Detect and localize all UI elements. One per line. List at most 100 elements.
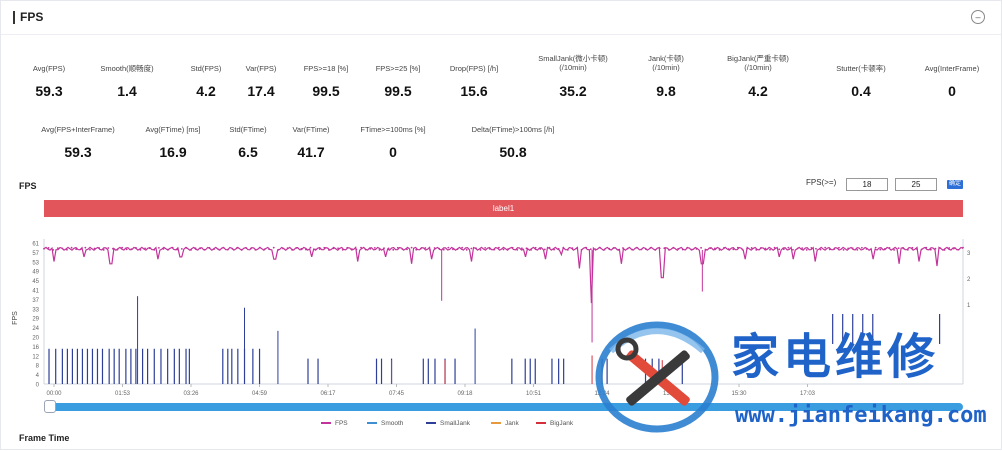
fps-data-point [452,248,454,251]
fps-data-point [695,248,698,250]
y-tick-label: 41 [32,289,39,295]
legend-label: Jank [505,420,519,427]
metric-label: Delta(FTime)>100ms [/h] [471,125,555,134]
fps-data-point [599,246,601,249]
y2-tick-label: 2 [967,277,971,283]
frame-time-title: Frame Time [19,433,70,443]
metric-avg-fps-interframe: Avg(FPS+InterFrame) 59.3 [28,125,128,160]
fps-data-point [392,248,395,251]
fps-data-point [217,248,220,251]
fps-data-point [43,247,45,250]
fps-data-point [773,246,776,249]
label-bar[interactable]: label1 [44,200,963,217]
metric-label: Avg(FPS+InterFrame) [41,125,115,134]
legend-item-smalljank[interactable]: SmallJank [426,420,470,427]
fps-data-point [654,248,657,251]
fps-data-point [645,248,647,251]
x-tick-label: 10:51 [526,391,542,397]
x-tick-label: 09:18 [457,391,473,397]
fps-data-point [341,248,344,251]
legend-label: SmallJank [440,420,470,427]
y-tick-label: 20 [32,336,39,342]
fps-data-point [157,246,160,249]
fps-data-point [516,248,519,251]
metric-label: Std(FPS) [190,64,222,73]
x-tick-label: 06:17 [320,391,336,397]
metric-label: Var(FPS) [245,64,277,73]
metric-value: 0.4 [851,83,871,99]
title-accent [13,11,15,24]
fps-data-point [934,247,937,250]
fps-data-point [815,247,817,250]
fps-data-point [810,247,813,249]
fps-data-point [534,246,537,249]
metric-value: 0 [389,144,397,160]
fps-filter-label: FPS(>=) [806,178,837,187]
fps-data-point [383,247,385,250]
metric-value: 99.5 [312,83,340,99]
fps-data-point [511,246,514,249]
fps-data-point [327,248,330,251]
x-tick-label: 13:57 [663,391,679,397]
fps-data-point [89,248,91,251]
fps-data-point [778,248,781,251]
fps-data-point [828,248,831,251]
fps-threshold-input-1[interactable]: 18 [846,178,888,191]
scroll-handle[interactable] [44,400,56,413]
fps-data-point [75,248,78,251]
fps-data-point [962,246,964,249]
fps-data-point [704,249,707,251]
fps-data-point [213,248,215,250]
fps-data-point [139,248,142,251]
metric-label: Std(FTime) [229,125,267,134]
metric-jank: Jank(卡顿) (/10min) 9.8 [621,54,711,99]
fps-data-point [626,247,629,250]
fps-data-point [125,248,128,251]
fps-data-point [360,246,362,249]
fps-data-point [309,246,312,249]
fps-data-point [369,247,372,250]
fps-data-point [957,248,960,251]
metric-stutter: Stutter(卡顿率) 0.4 [816,64,906,99]
y2-tick-label: 3 [967,251,971,257]
metric-value: 59.3 [35,83,63,99]
legend-item-jank[interactable]: Jank [491,420,519,427]
fps-data-point [525,247,528,250]
fps-data-point [479,249,482,251]
fps-data-point [764,247,767,250]
x-tick-label: 15:30 [731,391,747,397]
time-range-scrollbar[interactable] [47,403,963,411]
legend-item-bigjank[interactable]: BigJank [536,420,573,427]
fps-data-point [502,248,505,251]
x-tick-label: 07:45 [389,391,405,397]
fps-data-point [865,248,868,250]
fps-data-point [603,248,606,251]
metric-value: 41.7 [297,144,325,160]
fps-data-point [447,246,450,249]
metric-value: 17.4 [247,83,275,99]
confirm-button[interactable]: 确定 [947,180,963,189]
fps-data-point [617,249,620,251]
fps-data-point [461,246,464,249]
fps-data-point [470,247,473,250]
legend-item-fps[interactable]: FPS [321,420,348,427]
y-tick-label: 0 [36,383,40,389]
fps-data-point [300,247,303,250]
collapse-icon[interactable]: – [971,10,985,24]
fps-data-point [52,249,55,251]
panel-title: FPS [20,10,44,24]
metric-value: 99.5 [384,83,412,99]
fps-data-point [493,248,496,251]
fps-data-point [102,249,105,251]
fps-data-point [861,246,863,249]
legend-swatch [321,422,331,425]
fps-data-point [856,248,859,251]
fps-data-point [805,249,808,251]
fps-data-point [888,246,891,249]
fps-data-point [387,247,390,250]
fps-data-point [337,247,339,250]
fps-threshold-input-2[interactable]: 25 [895,178,937,191]
legend-item-smooth[interactable]: Smooth [367,420,403,427]
fps-data-point [226,248,229,251]
